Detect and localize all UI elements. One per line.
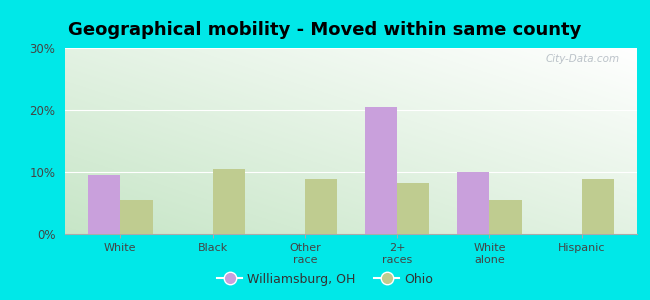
Bar xyxy=(457,172,489,234)
Bar xyxy=(88,175,120,234)
Bar xyxy=(489,200,522,234)
Bar xyxy=(397,183,430,234)
Text: Geographical mobility - Moved within same county: Geographical mobility - Moved within sam… xyxy=(68,21,582,39)
Bar xyxy=(213,169,245,234)
Bar xyxy=(120,200,153,234)
Bar xyxy=(582,179,614,234)
Bar xyxy=(305,179,337,234)
Legend: Williamsburg, OH, Ohio: Williamsburg, OH, Ohio xyxy=(212,268,438,291)
Text: City-Data.com: City-Data.com xyxy=(546,54,620,64)
Bar xyxy=(365,107,397,234)
